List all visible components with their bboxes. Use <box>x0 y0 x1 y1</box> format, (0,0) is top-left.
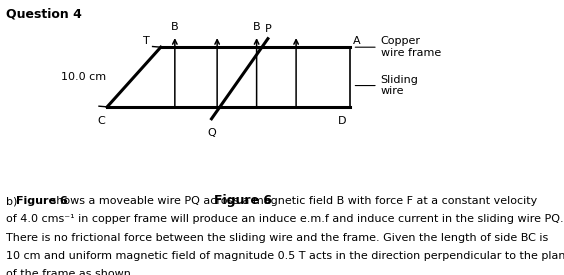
Text: Q: Q <box>207 128 216 138</box>
Text: A: A <box>352 36 360 46</box>
Text: P: P <box>265 24 271 34</box>
Text: of 4.0 cms⁻¹ in copper frame will produce an induce e.m.f and induce current in : of 4.0 cms⁻¹ in copper frame will produc… <box>6 214 563 224</box>
Text: Figure 6: Figure 6 <box>214 194 271 207</box>
Text: 10 cm and uniform magnetic field of magnitude 0.5 T acts in the direction perpen: 10 cm and uniform magnetic field of magn… <box>6 251 564 261</box>
Text: T: T <box>143 36 149 46</box>
Text: shows a moveable wire PQ across a magnetic field B with force F at a constant ve: shows a moveable wire PQ across a magnet… <box>47 196 537 206</box>
Text: B: B <box>253 22 261 32</box>
Text: of the frame as shown.: of the frame as shown. <box>6 269 134 275</box>
Text: Question 4: Question 4 <box>6 7 82 20</box>
Text: B: B <box>171 22 179 32</box>
Text: b): b) <box>6 196 20 206</box>
Text: C: C <box>98 116 105 126</box>
Text: There is no frictional force between the sliding wire and the frame. Given the l: There is no frictional force between the… <box>6 233 548 243</box>
Text: Copper
wire frame: Copper wire frame <box>381 36 441 58</box>
Text: D: D <box>338 116 347 126</box>
Text: Sliding
wire: Sliding wire <box>381 75 418 96</box>
Text: 10.0 cm: 10.0 cm <box>60 72 106 82</box>
Text: Figure 6: Figure 6 <box>16 196 67 206</box>
